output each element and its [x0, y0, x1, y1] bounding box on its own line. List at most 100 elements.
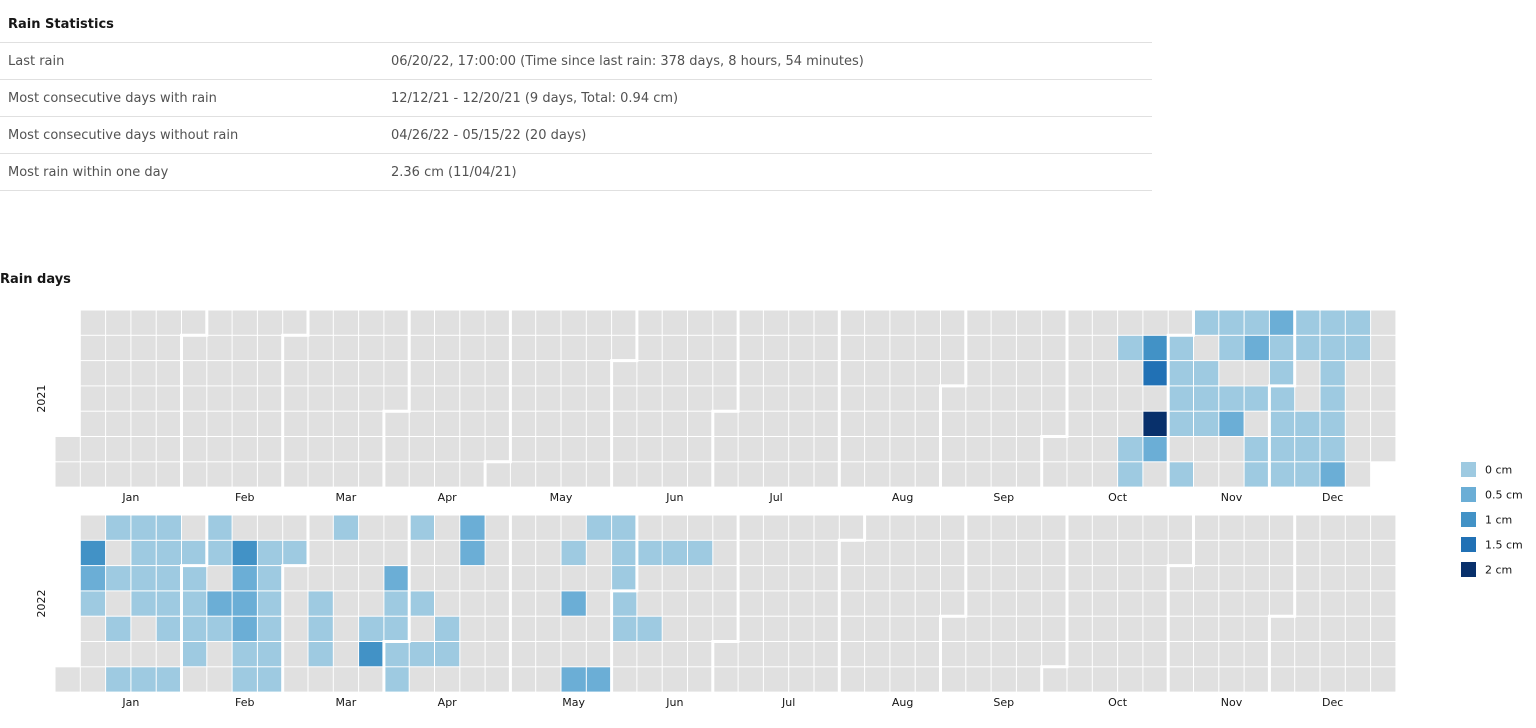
- stats-label: Most consecutive days with rain: [8, 91, 217, 106]
- month-boundary: [610, 310, 639, 488]
- legend-swatch: [1461, 487, 1476, 502]
- day-cell: [1042, 540, 1067, 566]
- day-cell: [1092, 310, 1118, 335]
- day-cell: [1118, 591, 1143, 616]
- day-cell: [510, 437, 536, 462]
- rain-day-cell: [257, 540, 283, 566]
- day-cell: [789, 642, 814, 667]
- day-cell: [612, 642, 637, 667]
- month-boundary: [1166, 310, 1195, 488]
- day-cell: [991, 361, 1016, 386]
- month-label: Sep: [993, 491, 1014, 504]
- day-cell: [713, 335, 738, 361]
- day-cell: [1345, 566, 1371, 591]
- day-cell: [182, 515, 207, 540]
- rain-day-cell: [156, 667, 181, 692]
- day-cell: [308, 437, 333, 462]
- day-cell: [991, 616, 1016, 641]
- day-cell: [637, 515, 662, 540]
- stats-row-last-rain: Last rain 06/20/22, 17:00:00 (Time since…: [0, 43, 1152, 80]
- day-cell: [637, 361, 662, 386]
- month-label: Jul: [768, 491, 782, 504]
- day-cell: [80, 515, 106, 540]
- day-cell: [131, 386, 156, 411]
- rain-day-cell: [1320, 361, 1345, 386]
- day-cell: [941, 310, 966, 335]
- day-cell: [814, 386, 839, 411]
- month-boundary: [281, 515, 310, 693]
- rain-day-cell: [156, 540, 181, 566]
- rain-day-cell: [1194, 361, 1219, 386]
- day-cell: [106, 335, 131, 361]
- day-cell: [865, 642, 890, 667]
- day-cell: [1042, 437, 1067, 462]
- day-cell: [1143, 616, 1168, 641]
- day-cell: [1042, 411, 1067, 436]
- day-cell: [1067, 515, 1092, 540]
- day-cell: [1320, 515, 1345, 540]
- month-boundary: [483, 310, 512, 488]
- rain-day-cell: [1320, 335, 1345, 361]
- day-cell: [80, 667, 106, 692]
- day-cell: [1042, 386, 1067, 411]
- rain-day-cell: [1194, 411, 1219, 436]
- day-cell: [941, 566, 966, 591]
- color-legend: 0 cm 0.5 cm 1 cm 1.5 cm 2 cm: [1461, 462, 1523, 577]
- stats-title: Rain Statistics: [8, 17, 114, 32]
- day-cell: [1016, 437, 1042, 462]
- day-cell: [384, 361, 409, 386]
- day-cell: [991, 540, 1016, 566]
- day-cell: [1295, 386, 1320, 411]
- day-cell: [1371, 335, 1396, 361]
- day-cell: [586, 310, 612, 335]
- day-cell: [257, 462, 283, 487]
- day-cell: [789, 616, 814, 641]
- rain-day-cell: [1143, 335, 1168, 361]
- rain-day-cell: [232, 540, 257, 566]
- day-cell: [1092, 616, 1118, 641]
- day-cell: [865, 361, 890, 386]
- day-cell: [738, 667, 763, 692]
- day-cell: [763, 310, 789, 335]
- day-cell: [1042, 642, 1067, 667]
- day-cell: [713, 462, 738, 487]
- day-cell: [359, 335, 384, 361]
- month-boundary: [1267, 310, 1297, 488]
- day-cell: [435, 310, 460, 335]
- day-cell: [966, 462, 991, 487]
- day-cell: [359, 591, 384, 616]
- rain-day-cell: [80, 566, 106, 591]
- day-cell: [510, 667, 536, 692]
- day-cell: [435, 566, 460, 591]
- day-cell: [612, 667, 637, 692]
- day-cell: [865, 411, 890, 436]
- day-cell: [814, 616, 839, 641]
- rain-day-cell: [359, 616, 384, 641]
- day-cell: [1371, 642, 1396, 667]
- day-cell: [738, 437, 763, 462]
- day-cell: [460, 386, 485, 411]
- day-cell: [713, 361, 738, 386]
- day-cell: [333, 642, 359, 667]
- day-cell: [485, 566, 510, 591]
- day-cell: [536, 667, 561, 692]
- rain-day-cell: [612, 515, 637, 540]
- year-label: 2022: [35, 590, 48, 618]
- rain-day-cell: [1244, 462, 1269, 487]
- day-cell: [131, 642, 156, 667]
- day-cell: [1244, 566, 1269, 591]
- rain-day-cell: [1244, 335, 1269, 361]
- day-cell: [1371, 540, 1396, 566]
- day-cell: [1067, 642, 1092, 667]
- day-cell: [333, 361, 359, 386]
- day-cell: [814, 591, 839, 616]
- day-cell: [637, 591, 662, 616]
- day-cell: [283, 616, 308, 641]
- month-label: Mar: [336, 491, 357, 504]
- rain-day-cell: [612, 591, 637, 616]
- day-cell: [763, 515, 789, 540]
- day-cell: [409, 462, 434, 487]
- day-cell: [333, 462, 359, 487]
- day-cell: [1042, 566, 1067, 591]
- day-cell: [688, 667, 713, 692]
